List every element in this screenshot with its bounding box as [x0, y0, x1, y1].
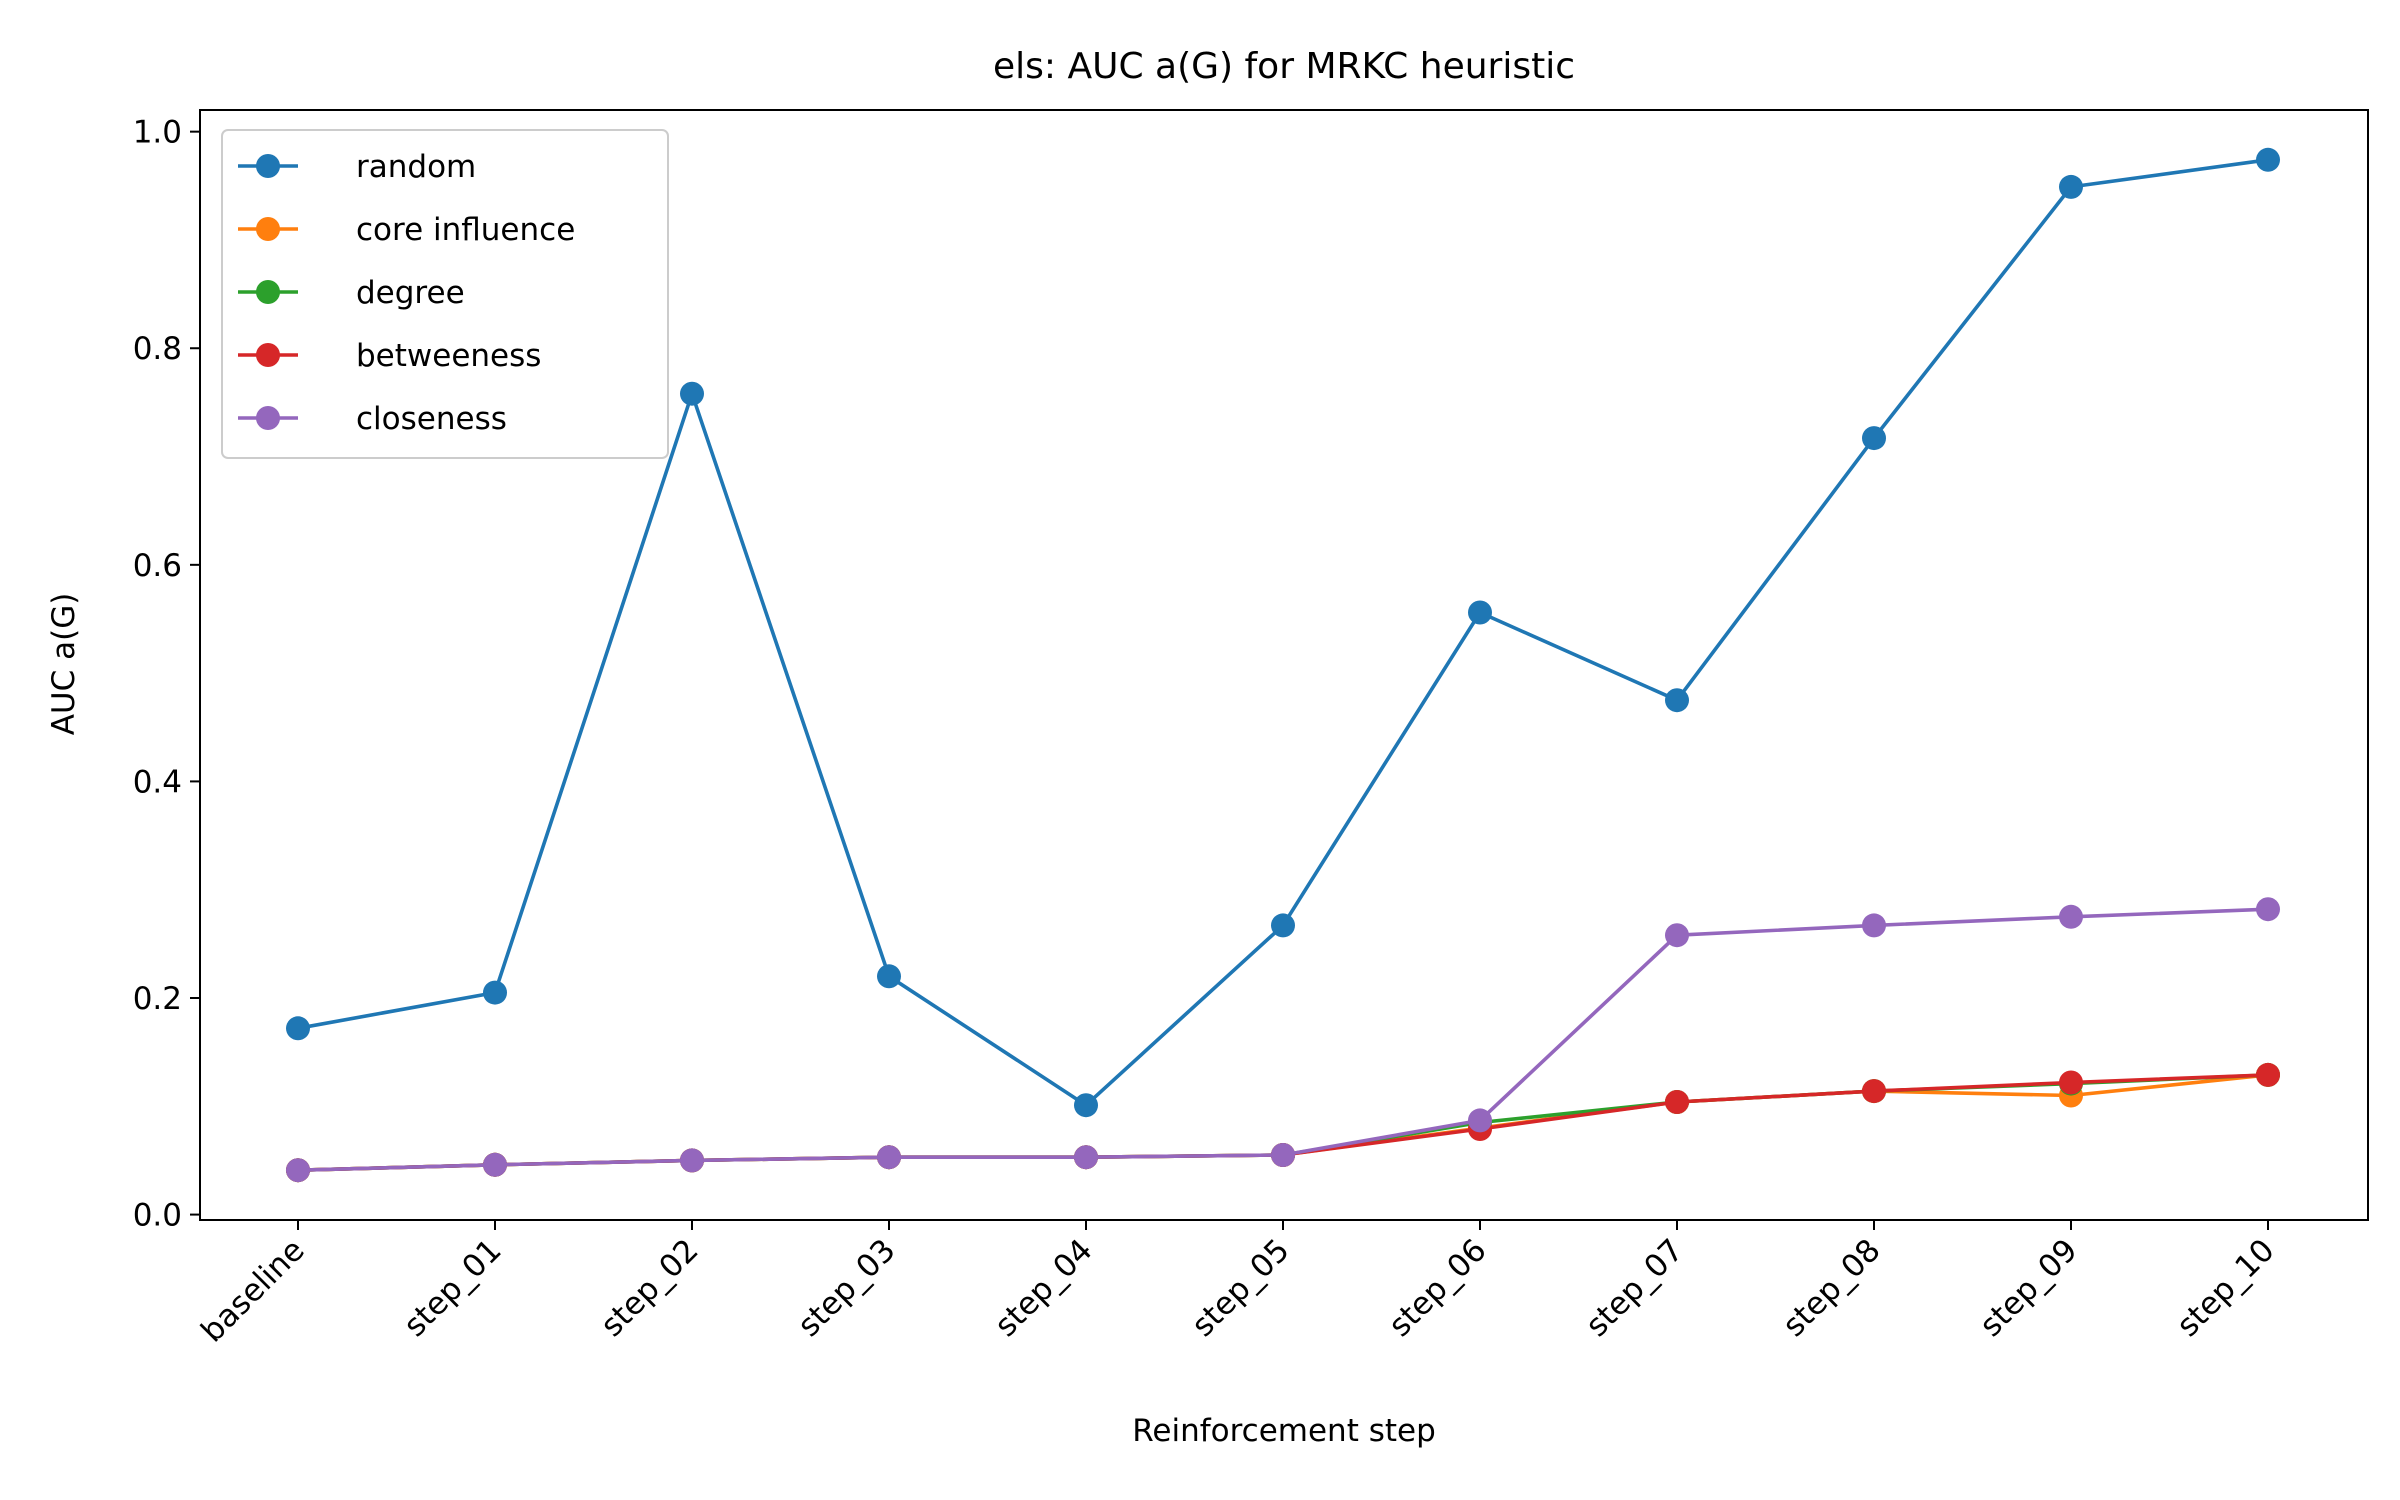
legend-marker	[256, 406, 280, 430]
legend-marker	[256, 217, 280, 241]
data-point	[1271, 913, 1295, 938]
x-tick-label: step_02	[594, 1232, 706, 1344]
legend-item: core influence	[238, 212, 575, 248]
legend-marker	[256, 343, 280, 367]
y-tick-label: 0.6	[133, 548, 182, 584]
x-tick-label: step_03	[791, 1232, 903, 1344]
data-point	[1468, 600, 1492, 625]
y-tick-label: 0.0	[133, 1198, 182, 1234]
data-point	[877, 1145, 901, 1170]
data-point	[1074, 1093, 1098, 1118]
data-point	[1862, 426, 1886, 451]
data-point	[2256, 1062, 2280, 1087]
legend-label: random	[356, 149, 476, 185]
y-tick-label: 0.8	[133, 331, 182, 367]
x-tick-label: step_09	[1973, 1232, 2085, 1344]
x-tick-label: step_10	[2170, 1232, 2282, 1344]
x-tick-label: baseline	[194, 1232, 311, 1349]
data-point	[1665, 923, 1689, 948]
x-tick-label: step_04	[988, 1232, 1100, 1344]
series-0	[286, 147, 2280, 1118]
legend-item: betweeness	[238, 338, 541, 374]
x-tick-label: step_06	[1382, 1232, 1494, 1344]
x-axis-label: Reinforcement step	[1132, 1413, 1436, 1449]
legend-marker	[256, 154, 280, 178]
y-tick-label: 0.2	[133, 981, 182, 1017]
data-point	[1665, 688, 1689, 713]
legend-label: betweeness	[356, 338, 541, 374]
y-axis-label: AUC a(G)	[46, 593, 82, 736]
legend-item: degree	[238, 275, 465, 311]
y-tick-label: 1.0	[133, 115, 182, 151]
legend-label: core influence	[356, 212, 575, 248]
legend: random core influence degree betweeness clos…	[221, 129, 669, 459]
y-tick-label: 0.4	[133, 764, 182, 800]
data-point	[286, 1016, 310, 1041]
data-point	[680, 381, 704, 406]
data-point	[877, 964, 901, 989]
data-point	[680, 1148, 704, 1173]
data-point	[2059, 174, 2083, 199]
data-point	[1074, 1145, 1098, 1170]
data-point	[2256, 897, 2280, 922]
data-point	[483, 1152, 507, 1177]
series-layer	[286, 147, 2280, 1183]
legend-label: closeness	[356, 401, 507, 437]
data-point	[286, 1158, 310, 1183]
data-point	[483, 980, 507, 1005]
data-point	[1468, 1108, 1492, 1133]
x-tick-label: step_01	[397, 1232, 509, 1344]
legend-marker	[256, 280, 280, 304]
data-point	[1665, 1090, 1689, 1114]
x-tick-label: step_08	[1776, 1232, 1888, 1344]
data-point	[1271, 1143, 1295, 1167]
series-4	[286, 897, 2280, 1183]
data-point	[1862, 913, 1886, 938]
data-point	[2059, 904, 2083, 929]
legend-box	[221, 129, 669, 459]
data-point	[2256, 147, 2280, 172]
x-tick-label: step_07	[1579, 1232, 1691, 1344]
data-point	[2059, 1070, 2083, 1095]
chart-title: els: AUC a(G) for MRKC heuristic	[993, 46, 1575, 87]
data-point	[1862, 1079, 1886, 1104]
x-tick-label: step_05	[1185, 1232, 1297, 1344]
legend-item: random	[238, 149, 476, 185]
legend-label: degree	[356, 275, 465, 311]
legend-item: closeness	[238, 401, 507, 437]
